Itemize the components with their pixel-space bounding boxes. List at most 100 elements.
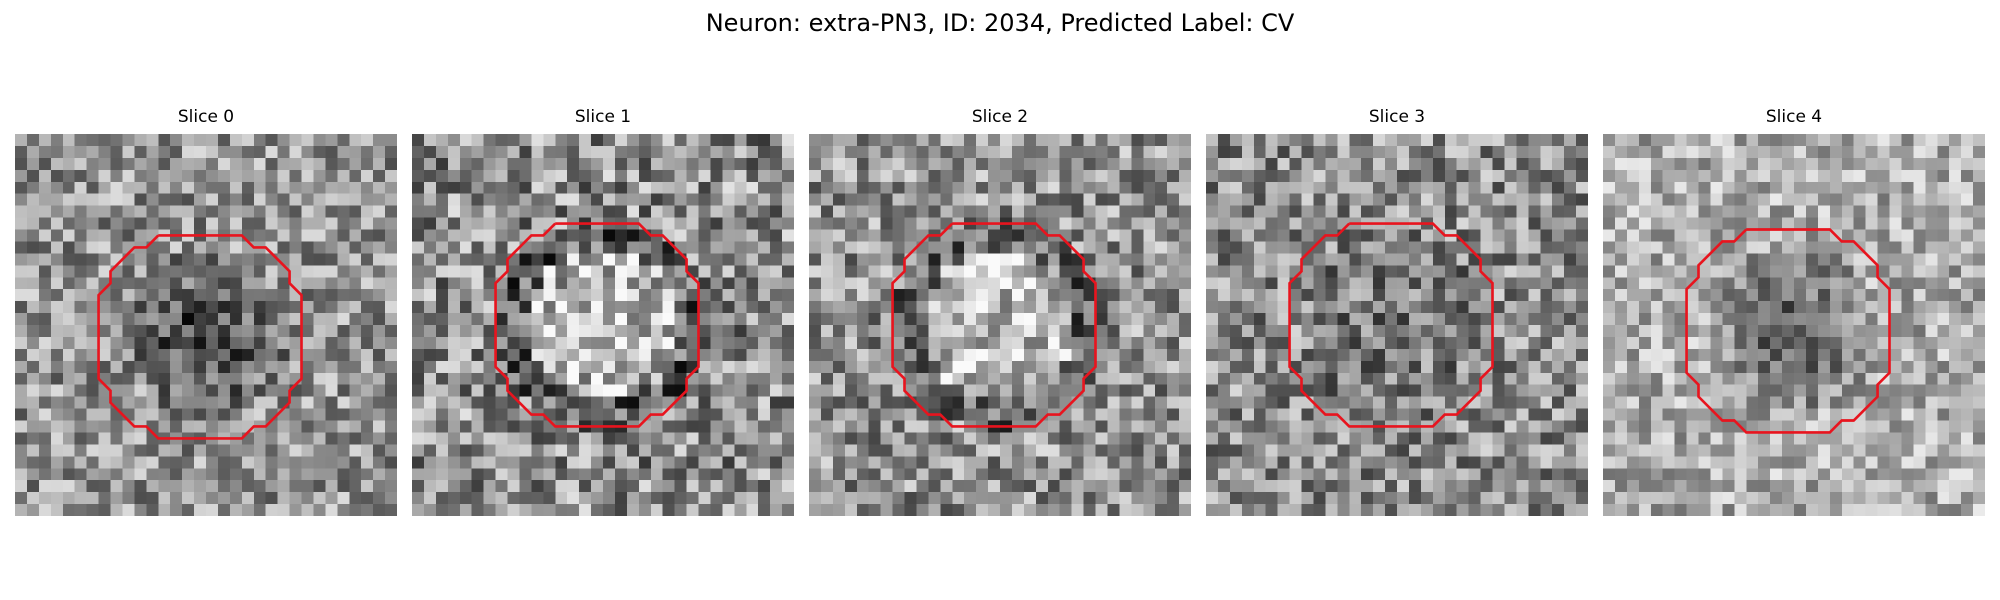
- pixel: [880, 169, 893, 182]
- pixel: [1516, 229, 1529, 242]
- pixel: [253, 456, 266, 469]
- pixel: [134, 336, 147, 350]
- pixel: [1877, 145, 1890, 159]
- pixel: [483, 205, 496, 218]
- pixel: [770, 492, 783, 505]
- pixel: [241, 372, 254, 385]
- pixel: [844, 241, 857, 254]
- pixel: [1686, 253, 1699, 266]
- pixel: [1734, 169, 1747, 182]
- pixel: [988, 480, 1001, 493]
- pixel: [531, 444, 544, 457]
- pixel: [1626, 145, 1640, 159]
- pixel: [206, 217, 219, 230]
- pixel: [1973, 193, 1985, 206]
- pixel: [289, 444, 302, 457]
- pixel: [1397, 408, 1410, 421]
- pixel: [253, 265, 266, 278]
- pixel: [1662, 420, 1675, 433]
- pixel: [1289, 205, 1302, 218]
- pixel: [1805, 205, 1819, 218]
- pixel: [1071, 277, 1084, 290]
- slice-title: Slice 4: [1765, 107, 1823, 127]
- pixel: [1167, 229, 1180, 242]
- pixel: [325, 444, 338, 457]
- pixel: [1023, 265, 1037, 278]
- pixel: [98, 348, 111, 362]
- pixel: [1229, 134, 1243, 147]
- pixel: [1047, 265, 1060, 278]
- pixel: [265, 145, 278, 159]
- pixel: [313, 145, 326, 159]
- pixel: [1107, 336, 1120, 350]
- pixel: [1973, 134, 1985, 147]
- pixel: [38, 193, 52, 206]
- pixel: [495, 325, 508, 338]
- pixel: [543, 336, 556, 350]
- pixel: [1829, 205, 1842, 218]
- pixel: [698, 253, 711, 266]
- pixel: [1492, 325, 1505, 338]
- pixel: [1782, 348, 1795, 362]
- pixel: [1504, 432, 1517, 445]
- pixel: [892, 504, 905, 516]
- pixel: [1011, 432, 1025, 445]
- pixel: [698, 348, 711, 362]
- pixel: [182, 360, 195, 373]
- pixel: [447, 444, 460, 457]
- pixel: [531, 277, 544, 290]
- pixel: [1265, 253, 1278, 266]
- pixel: [1782, 360, 1795, 373]
- pixel: [698, 456, 711, 469]
- pixel: [265, 444, 278, 457]
- pixel: [1408, 492, 1422, 505]
- pixel: [253, 325, 266, 338]
- pixel: [289, 325, 302, 338]
- pixel: [1119, 193, 1132, 206]
- pixel: [229, 277, 243, 290]
- pixel: [337, 348, 350, 362]
- pixel: [722, 193, 735, 206]
- pixel: [1603, 134, 1616, 147]
- pixel: [722, 504, 735, 516]
- pixel: [626, 134, 640, 147]
- pixel: [614, 265, 628, 278]
- pixel: [1480, 444, 1493, 457]
- pixel: [435, 480, 449, 493]
- pixel: [1698, 444, 1711, 457]
- pixel: [1397, 193, 1410, 206]
- pixel: [1217, 348, 1231, 362]
- pixel: [1901, 432, 1914, 445]
- pixel: [423, 408, 437, 421]
- pixel: [650, 181, 663, 194]
- pixel: [1516, 456, 1529, 469]
- pixel: [98, 325, 111, 338]
- pixel: [1107, 480, 1120, 493]
- pixel: [758, 181, 771, 194]
- pixel: [1349, 480, 1362, 493]
- pixel: [1229, 241, 1243, 254]
- pixel: [146, 504, 159, 516]
- pixel: [495, 277, 508, 290]
- pixel: [1361, 205, 1374, 218]
- pixel: [62, 229, 75, 242]
- pixel: [976, 205, 989, 218]
- pixel: [1155, 348, 1168, 362]
- pixel: [940, 169, 953, 182]
- pixel: [1480, 205, 1493, 218]
- pixel: [62, 193, 75, 206]
- pixel: [638, 360, 651, 373]
- pixel: [1552, 456, 1565, 469]
- pixel: [1167, 420, 1180, 433]
- pixel: [1035, 348, 1048, 362]
- pixel: [1853, 420, 1866, 433]
- pixel: [662, 253, 675, 266]
- pixel: [86, 372, 99, 385]
- pixel: [1805, 265, 1819, 278]
- pixel: [1973, 360, 1985, 373]
- pixel: [385, 277, 397, 290]
- pixel: [868, 157, 881, 171]
- pixel: [952, 157, 965, 171]
- pixel: [710, 145, 723, 159]
- pixel: [1817, 193, 1831, 206]
